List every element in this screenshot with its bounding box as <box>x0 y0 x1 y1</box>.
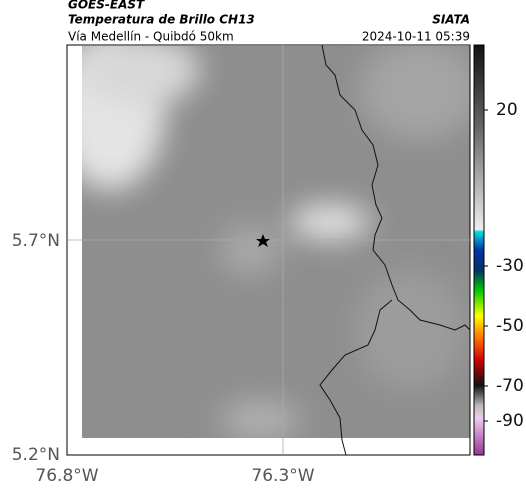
colorbar-label: -50 <box>496 316 524 336</box>
satellite-name: GOES-EAST <box>68 0 145 12</box>
colorbar-label: -30 <box>496 256 524 276</box>
lon-label: 76.8°W <box>35 466 98 486</box>
region: Vía Medellín - Quibdó 50km <box>68 30 234 44</box>
lat-label: 5.2°N <box>12 445 60 465</box>
colorbar-label: 20 <box>496 100 518 120</box>
location-marker <box>256 234 270 247</box>
product-title: Temperatura de Brillo CH13 <box>68 13 255 27</box>
lat-label: 5.7°N <box>12 231 60 251</box>
border-line <box>321 44 471 331</box>
colorbar-label: -90 <box>496 411 524 431</box>
source: SIATA <box>432 13 470 27</box>
border-line <box>319 299 393 456</box>
lon-label: 76.3°W <box>251 466 314 486</box>
satellite-image <box>82 46 470 438</box>
map-frame <box>66 44 471 456</box>
colorbar <box>473 44 485 456</box>
colorbar-label: -70 <box>496 376 524 396</box>
timestamp: 2024-10-11 05:39 <box>362 30 470 44</box>
